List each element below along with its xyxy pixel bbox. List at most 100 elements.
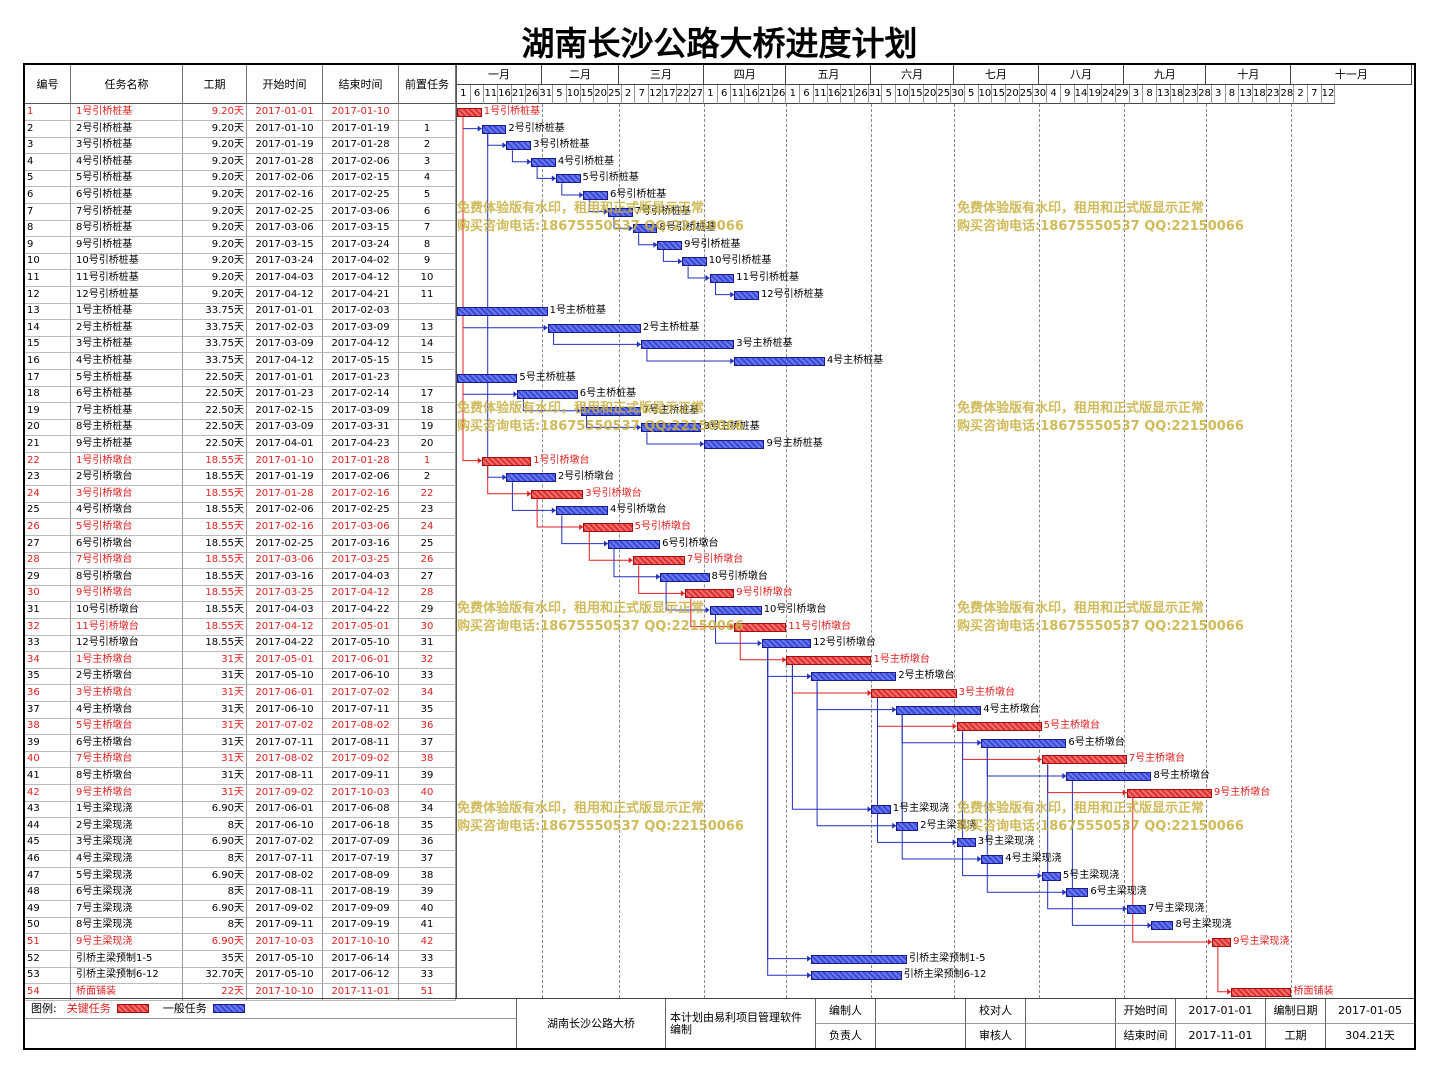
task-bar[interactable]: [506, 473, 556, 483]
task-name-cell: 8号引桥桩基: [71, 220, 183, 238]
task-bar[interactable]: [1151, 921, 1174, 931]
task-start-cell: 2017-01-01: [247, 303, 323, 321]
task-end-cell: 2017-04-12: [323, 585, 399, 603]
task-bar[interactable]: [1211, 938, 1232, 947]
watermark-line-1: 免费体验版有水印，租用和正式版显示正常: [457, 601, 705, 616]
task-end-cell: 2017-03-16: [323, 535, 399, 553]
task-bar[interactable]: [555, 174, 581, 184]
task-bar[interactable]: [761, 639, 812, 649]
task-bar[interactable]: [811, 971, 902, 981]
task-bar[interactable]: [580, 406, 641, 416]
task-bar[interactable]: [734, 357, 825, 366]
task-pred-cell: [399, 104, 456, 121]
day-tick: 9: [1060, 85, 1075, 104]
task-bar[interactable]: [531, 489, 584, 499]
task-row: 50 8号主梁现浇 8天 2017-09-11 2017-09-19 41: [25, 917, 456, 935]
task-end-cell: 2017-02-15: [323, 170, 399, 188]
task-bar[interactable]: [709, 274, 735, 283]
watermark-line-2: 购买咨询电话:18675550537 QQ:22150066: [457, 619, 744, 634]
task-bar[interactable]: [457, 307, 548, 317]
dependency-arrow: [588, 532, 633, 561]
dependency-arrow: [690, 598, 735, 628]
task-bar[interactable]: [1231, 987, 1292, 997]
task-dur-cell: 9.20天: [183, 104, 247, 121]
task-bar[interactable]: [956, 722, 1042, 732]
task-bar[interactable]: [640, 423, 702, 433]
dependency-arrow: [739, 631, 787, 661]
day-tick: 7: [635, 85, 650, 104]
task-bar[interactable]: [709, 606, 762, 615]
task-name-cell: 1号引桥桩基: [71, 104, 183, 121]
task-bar[interactable]: [1126, 788, 1212, 798]
task-bar[interactable]: [684, 589, 735, 599]
task-bar[interactable]: [640, 340, 735, 350]
task-row: 13 1号主桥桩基 33.75天 2017-01-01 2017-02-03: [25, 303, 456, 321]
task-bar[interactable]: [657, 240, 683, 250]
task-name-cell: 引桥主梁预制6-12: [71, 967, 183, 985]
dependency-arrow: [1047, 764, 1127, 910]
task-bar[interactable]: [632, 556, 685, 566]
task-bar[interactable]: [583, 191, 608, 200]
arrow-head: [730, 291, 735, 298]
task-bar[interactable]: [1041, 755, 1127, 765]
task-pred-cell: 33: [399, 668, 456, 686]
task-bar[interactable]: [682, 257, 707, 267]
task-end-cell: 2017-06-08: [323, 801, 399, 819]
task-bar[interactable]: [981, 855, 1004, 864]
dependency-arrow: [687, 266, 710, 279]
task-bar[interactable]: [896, 705, 982, 715]
task-bar[interactable]: [517, 390, 578, 400]
task-bar[interactable]: [896, 821, 919, 831]
dependency-arrow: [816, 681, 897, 827]
task-row: 33 12号引桥墩台 18.55天 2017-04-22 2017-05-10 31: [25, 635, 456, 653]
task-bar[interactable]: [660, 572, 710, 582]
task-bar[interactable]: [871, 689, 957, 698]
task-bar[interactable]: [555, 506, 608, 516]
task-bar[interactable]: [632, 224, 658, 234]
task-bar[interactable]: [1041, 871, 1061, 881]
task-bar[interactable]: [956, 838, 976, 848]
task-dur-cell: 18.55天: [183, 602, 247, 619]
task-pred-cell: 28: [399, 585, 456, 603]
task-bar[interactable]: [811, 672, 897, 682]
task-bar-label: 1号引桥墩台: [533, 454, 590, 466]
task-bar[interactable]: [547, 323, 641, 333]
task-bar[interactable]: [786, 655, 872, 665]
task-bar[interactable]: [481, 124, 507, 134]
dependency-arrow: [646, 432, 705, 445]
task-bar[interactable]: [583, 523, 633, 532]
task-end-cell: 2017-03-09: [323, 319, 399, 337]
task-bar[interactable]: [457, 373, 518, 383]
arrow-head: [1037, 872, 1042, 879]
task-bar[interactable]: [1126, 904, 1146, 914]
task-bar[interactable]: [506, 141, 532, 151]
watermark-line-1: 免费体验版有水印，租用和正式版显示正常: [457, 801, 705, 816]
month-header: 二月: [542, 65, 619, 85]
task-bar[interactable]: [734, 290, 759, 300]
task-bar[interactable]: [607, 207, 633, 217]
task-dur-cell: 33.75天: [183, 319, 247, 337]
dependency-arrow: [876, 698, 957, 843]
task-dur-cell: 33.75天: [183, 353, 247, 370]
task-bar[interactable]: [607, 539, 661, 549]
day-tick: 12: [1321, 85, 1336, 104]
task-pred-cell: 5: [399, 187, 456, 204]
task-bar[interactable]: [981, 738, 1067, 748]
task-bar[interactable]: [704, 440, 765, 449]
task-bar[interactable]: [734, 622, 787, 632]
task-id-cell: 49: [25, 900, 71, 918]
task-row: 23 2号引桥墩台 18.55天 2017-01-19 2017-02-06 2: [25, 469, 456, 487]
task-bar[interactable]: [457, 108, 482, 117]
task-bar[interactable]: [1066, 772, 1152, 781]
task-bar[interactable]: [1066, 888, 1089, 898]
task-bar[interactable]: [531, 157, 556, 167]
task-bar[interactable]: [871, 805, 891, 815]
task-bar[interactable]: [811, 954, 908, 964]
watermark-text: 免费体验版有水印，租用和正式版显示正常 购买咨询电话:18675550537 QQ…: [457, 800, 744, 836]
task-id-cell: 9: [25, 236, 71, 254]
day-tick: 1: [786, 85, 801, 104]
arrow-head: [477, 125, 482, 132]
arrow-head: [782, 656, 787, 663]
task-bar[interactable]: [481, 456, 532, 466]
day-tick: 1: [704, 85, 718, 104]
